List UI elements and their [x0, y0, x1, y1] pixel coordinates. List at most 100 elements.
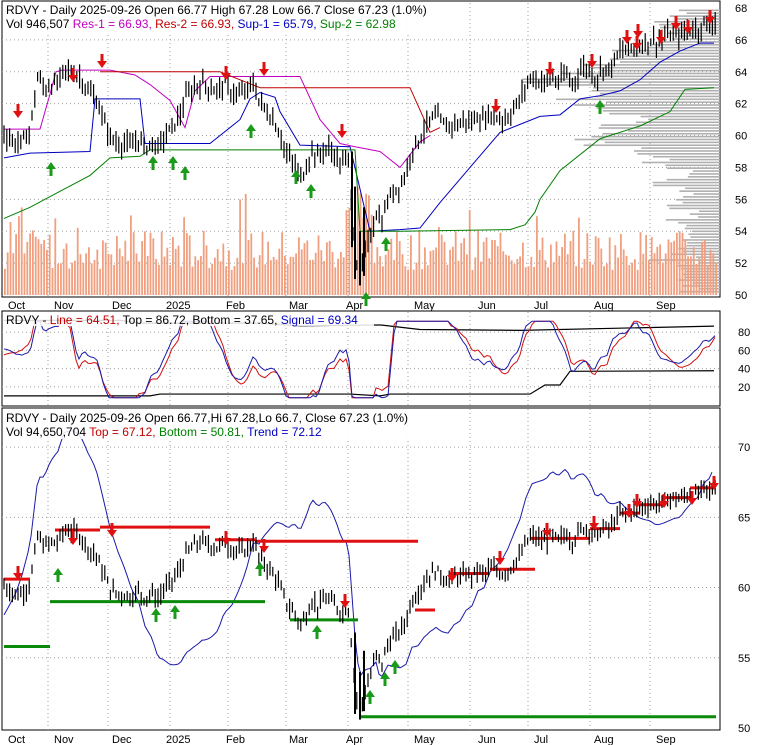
up-arrow [365, 690, 375, 704]
month-axis-ticks-bottom: Oct Nov Dec 2025 Feb Mar Apr May Jun Jul Aug Sep [8, 734, 676, 745]
volume-profile-bar [628, 52, 720, 55]
down-arrow [340, 594, 350, 608]
down-arrow [68, 68, 78, 82]
stoch-axis-ticks: 20 40 60 80 [738, 327, 750, 394]
trend-tick-label: 55 [738, 653, 750, 665]
up-arrow [246, 124, 256, 138]
down-arrow [337, 124, 347, 138]
volume-bar [116, 235, 118, 295]
volume-bar [228, 250, 230, 295]
trend-line [3, 430, 713, 677]
month-tick-label: Nov [54, 300, 74, 312]
volume-bar [337, 258, 339, 295]
volume-bar [96, 249, 99, 295]
volume-bar [85, 253, 87, 295]
volume-bar [454, 231, 457, 295]
down-arrow [13, 566, 23, 580]
price-panel-gridlines [2, 3, 720, 296]
down-arrow [687, 491, 697, 505]
volume-profile-bar [686, 12, 720, 15]
volume-bar [205, 245, 208, 295]
volume-profile-bar [669, 207, 720, 210]
volume-bar [634, 259, 636, 295]
volume-bar [278, 248, 281, 295]
volume-profile-bar [602, 132, 720, 135]
volume-bar [533, 266, 535, 295]
volume-bar [491, 239, 493, 295]
volume-bar [130, 215, 132, 295]
volume-bar [513, 264, 516, 295]
volume-bar [390, 238, 393, 295]
price-bars [3, 12, 716, 286]
volume-bar [482, 241, 485, 295]
volume-bar [471, 269, 474, 295]
down-arrow [705, 10, 715, 24]
volume-bar [160, 231, 163, 295]
volume-bar [211, 263, 213, 295]
down-arrow [624, 504, 634, 518]
volume-bar [594, 236, 597, 295]
volume-bar [653, 253, 656, 295]
volume-bar [356, 186, 359, 295]
volume-bar [342, 257, 345, 295]
volume-bar [194, 256, 197, 295]
volume-bar [236, 257, 239, 295]
volume-bar [110, 254, 113, 295]
volume-bar [418, 230, 421, 295]
volume-bar [709, 249, 712, 295]
volume-bar [443, 241, 446, 295]
volume-profile-bar [686, 244, 720, 247]
volume-bar [645, 235, 647, 295]
volume-bar [244, 193, 247, 295]
price-tick-label: 60 [735, 131, 747, 143]
volume-profile-bar [686, 224, 720, 227]
volume-bar [320, 250, 323, 295]
volume-bar [527, 266, 530, 295]
volume-bar [138, 261, 141, 295]
volume-bar [261, 232, 264, 295]
volume-bar [662, 262, 664, 295]
volume-profile-bar [598, 127, 720, 129]
volume-bar [606, 263, 608, 295]
volume-bar [382, 266, 384, 295]
volume-bar [202, 230, 205, 295]
volume-bar [555, 241, 558, 295]
volume-bar [144, 231, 146, 295]
volume-bar [600, 248, 603, 295]
volume-bar [404, 266, 407, 295]
volume-profile-bar [665, 164, 720, 167]
volume-profile-bar [688, 233, 720, 236]
volume-bar [614, 245, 617, 295]
volume-profile-bar [682, 250, 720, 253]
trend-signal-arrows [13, 476, 719, 704]
price-tick-label: 54 [735, 226, 747, 238]
volume-bar [432, 250, 435, 295]
volume-profile-bar [619, 61, 720, 63]
volume-bar [446, 264, 449, 295]
down-arrow [447, 568, 457, 582]
volume-profile-bar [605, 101, 720, 103]
month-tick-label: Apr [346, 300, 363, 312]
volume-bar [592, 264, 594, 295]
volume-profile-bar [560, 72, 720, 75]
volume-profile-bar [682, 201, 720, 204]
volume-bar [104, 242, 107, 295]
volume-bar [438, 227, 440, 295]
volume-bar [426, 265, 429, 295]
volume-bar [51, 267, 54, 295]
volume-bar [499, 232, 502, 295]
trend-price-bars [3, 479, 716, 720]
volume-bar [82, 262, 85, 295]
up-arrow [306, 184, 316, 198]
volume-bar [583, 258, 586, 295]
up-arrow [312, 625, 322, 639]
down-arrow [656, 30, 666, 44]
volume-bar [264, 264, 267, 295]
volume-bar [292, 256, 295, 295]
volume-bar [466, 254, 468, 295]
volume-profile-bar [602, 110, 720, 112]
volume-bar [611, 269, 614, 295]
month-tick-label: Sep [656, 734, 676, 745]
volume-bar [622, 249, 625, 295]
volume-bar [384, 254, 387, 295]
